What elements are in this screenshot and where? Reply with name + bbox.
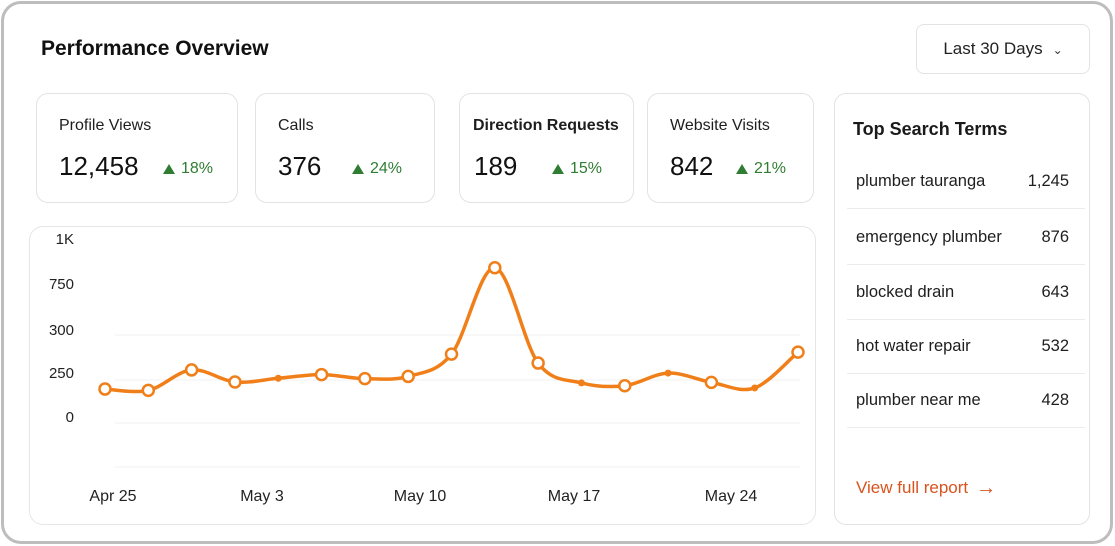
trend-up-icon: [163, 164, 175, 174]
kpi-card-calls: Calls 376 24%: [255, 93, 435, 203]
search-term-row[interactable]: emergency plumber 876: [847, 211, 1085, 265]
search-term-count: 876: [1041, 228, 1069, 246]
kpi-card-website-visits: Website Visits 842 21%: [647, 93, 814, 203]
kpi-delta: 15%: [552, 160, 602, 178]
data-point[interactable]: [444, 347, 459, 361]
y-tick-label: 250: [49, 365, 74, 382]
search-term-count: 1,245: [1027, 172, 1069, 190]
page-title: Performance Overview: [41, 37, 269, 60]
search-term-label: hot water repair: [856, 337, 971, 355]
search-term-row[interactable]: plumber tauranga 1,245: [847, 155, 1085, 209]
y-tick-label: 1K: [56, 231, 74, 248]
kpi-value: 376: [278, 151, 322, 181]
kpi-delta: 24%: [352, 160, 402, 178]
search-term-row[interactable]: hot water repair 532: [847, 320, 1085, 374]
kpi-label: Calls: [278, 117, 314, 134]
y-tick-label: 300: [49, 322, 74, 339]
date-range-value: Last 30 Days: [943, 39, 1043, 58]
search-term-row[interactable]: blocked drain 643: [847, 266, 1085, 320]
data-point[interactable]: [751, 384, 759, 392]
data-point[interactable]: [618, 378, 632, 393]
data-point[interactable]: [274, 374, 282, 382]
trend-up-icon: [736, 164, 748, 174]
y-tick-label: 0: [66, 409, 74, 426]
search-term-count: 532: [1041, 337, 1069, 355]
x-tick-label: May 3: [240, 488, 284, 505]
series-line: [103, 266, 800, 394]
view-full-report-label: View full report: [856, 478, 969, 497]
top-search-terms-title: Top Search Terms: [853, 119, 1008, 139]
kpi-delta-value: 18%: [181, 160, 214, 177]
kpi-card-profile-views: Profile Views 12,458 18%: [36, 93, 238, 203]
search-term-count: 428: [1041, 391, 1069, 409]
kpi-delta-value: 21%: [754, 160, 787, 177]
x-tick-label: May 17: [548, 488, 601, 505]
search-term-label: blocked drain: [856, 283, 955, 301]
search-term-label: plumber near me: [856, 391, 981, 409]
trend-up-icon: [552, 164, 564, 174]
data-point[interactable]: [791, 345, 805, 359]
data-point[interactable]: [184, 363, 199, 377]
data-point[interactable]: [228, 375, 242, 389]
line-chart-card: 1K 750 300 250 0 Apr 25 May 3 May 10 May 17 May 2…: [29, 226, 816, 525]
x-tick-label: May 10: [394, 488, 447, 505]
kpi-label: Direction Requests: [473, 117, 619, 134]
trend-up-icon: [352, 164, 364, 174]
kpi-card-direction-requests: Direction Requests 189 15%: [459, 93, 634, 203]
kpi-delta-value: 15%: [570, 160, 603, 177]
kpi-value: 189: [474, 151, 518, 181]
data-point[interactable]: [704, 375, 719, 390]
arrow-right-icon: →: [976, 477, 997, 499]
data-point[interactable]: [401, 369, 415, 384]
data-point[interactable]: [488, 261, 502, 275]
x-tick-label: May 24: [705, 488, 758, 505]
kpi-value: 12,458: [59, 151, 139, 181]
search-term-row[interactable]: plumber near me 428: [847, 374, 1085, 428]
data-point[interactable]: [577, 379, 585, 387]
kpi-value: 842: [670, 151, 714, 181]
chevron-down-icon: ⌄: [1052, 43, 1063, 57]
top-search-terms-card: Top Search Terms plumber tauranga 1,245 em…: [834, 93, 1090, 525]
y-tick-label: 750: [49, 276, 74, 293]
kpi-delta-value: 24%: [370, 160, 403, 177]
data-point[interactable]: [141, 383, 156, 398]
data-point[interactable]: [358, 371, 372, 386]
kpi-delta: 18%: [163, 160, 213, 178]
date-range-select[interactable]: Last 30 Days ⌄: [916, 24, 1090, 74]
view-full-report-link[interactable]: View full report →: [856, 478, 996, 498]
search-term-count: 643: [1041, 283, 1069, 301]
kpi-label: Website Visits: [670, 117, 770, 134]
data-point[interactable]: [98, 382, 112, 396]
line-chart: 1K 750 300 250 0 Apr 25 May 3 May 10 May 17 May 2…: [49, 231, 805, 505]
data-point[interactable]: [531, 356, 545, 370]
data-point[interactable]: [664, 369, 672, 377]
search-term-label: plumber tauranga: [856, 172, 986, 190]
data-point[interactable]: [314, 367, 329, 382]
x-tick-label: Apr 25: [89, 488, 136, 505]
search-term-label: emergency plumber: [856, 228, 1002, 246]
kpi-delta: 21%: [736, 160, 786, 178]
kpi-label: Profile Views: [59, 117, 152, 134]
